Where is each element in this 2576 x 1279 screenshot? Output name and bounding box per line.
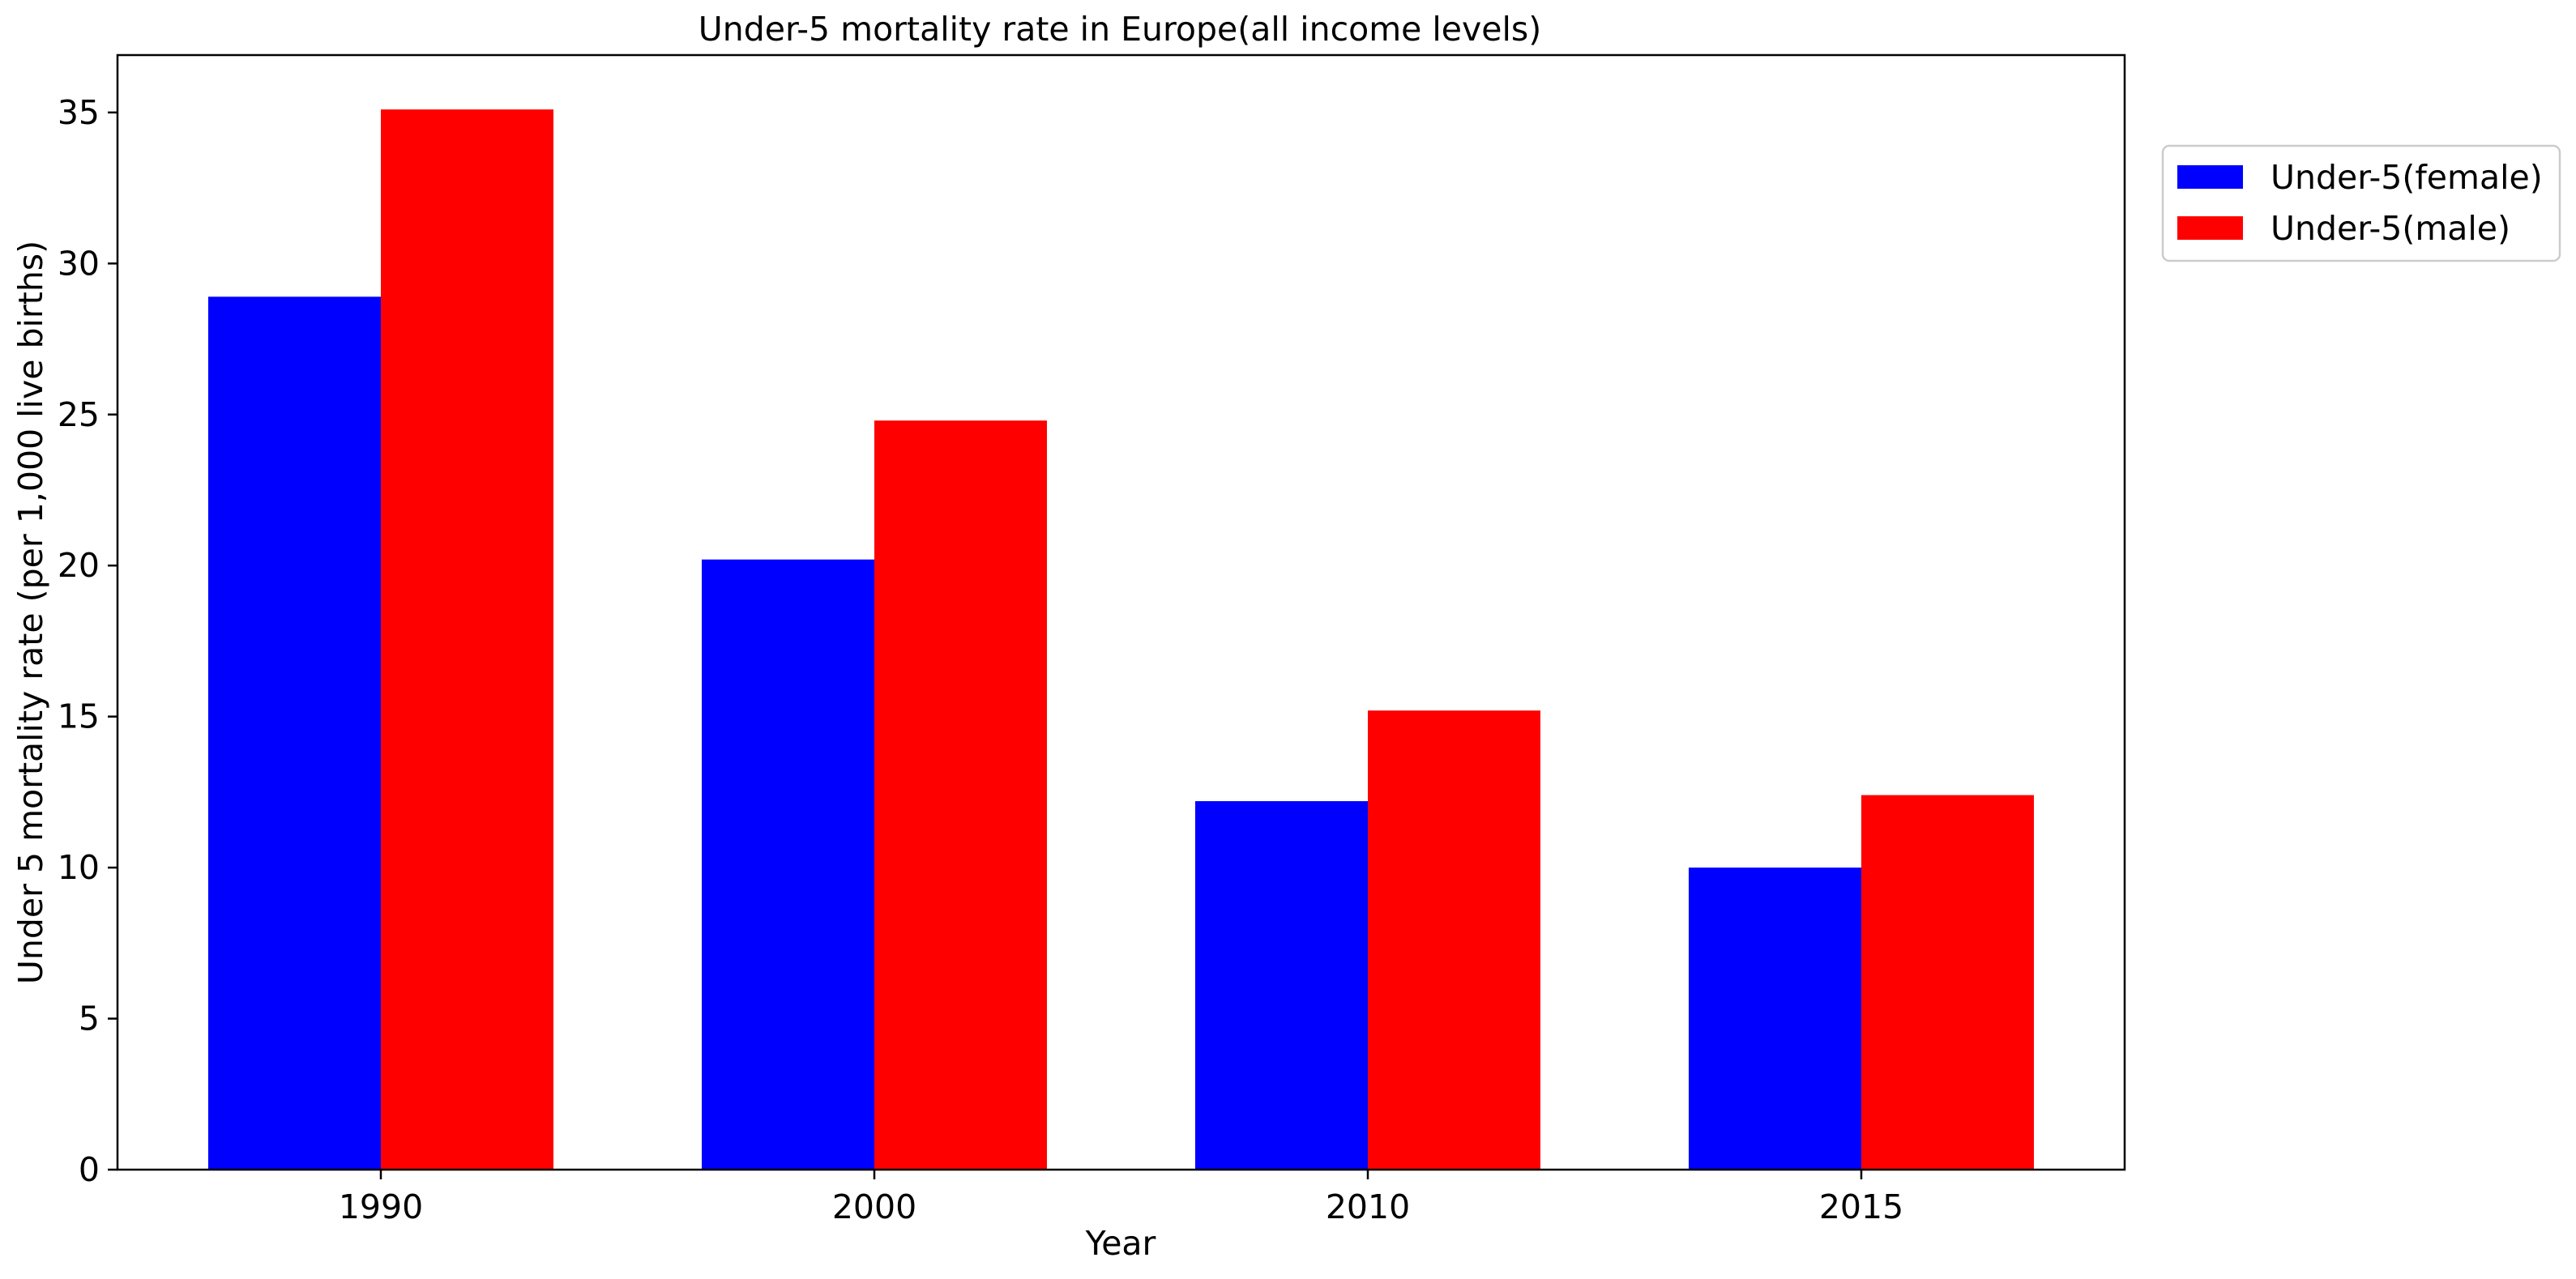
x-tick-label: 2000 xyxy=(832,1187,916,1226)
bar-male-2015 xyxy=(1861,795,2034,1170)
legend-label-female: Under-5(female) xyxy=(2271,158,2543,197)
y-axis-label: Under 5 mortality rate (per 1,000 live b… xyxy=(11,241,50,984)
bar-male-1990 xyxy=(381,109,553,1170)
legend-swatch-female xyxy=(2177,165,2243,189)
x-tick-label: 2015 xyxy=(1819,1187,1903,1226)
y-tick-label: 30 xyxy=(58,244,100,283)
y-tick-label: 35 xyxy=(58,93,100,132)
plot-frame xyxy=(116,53,2126,1171)
x-tick-label: 2010 xyxy=(1326,1187,1410,1226)
x-tick-label: 1990 xyxy=(339,1187,423,1226)
y-tick-label: 0 xyxy=(79,1150,100,1189)
x-axis-label: Year xyxy=(1085,1224,1156,1263)
y-tick-label: 5 xyxy=(79,1000,100,1038)
y-tick-label: 20 xyxy=(58,546,100,585)
bar-male-2000 xyxy=(874,420,1047,1170)
y-tick-label: 10 xyxy=(58,848,100,887)
legend: Under-5(female) Under-5(male) xyxy=(2161,144,2561,262)
chart-title: Under-5 mortality rate in Europe(all inc… xyxy=(698,10,1542,49)
legend-swatch-male xyxy=(2177,216,2243,240)
ticks-layer: 1990 2000 2010 2015 0 5 10 15 20 25 30 35 xyxy=(58,93,1903,1226)
bar-female-1990 xyxy=(208,296,381,1170)
y-tick-label: 15 xyxy=(58,697,100,736)
bar-female-2000 xyxy=(702,559,874,1170)
bar-male-2010 xyxy=(1368,710,1540,1170)
legend-label-male: Under-5(male) xyxy=(2271,209,2510,248)
legend-frame xyxy=(2161,144,2561,262)
bar-female-2010 xyxy=(1195,801,1368,1170)
y-tick-label: 25 xyxy=(58,395,100,434)
bar-female-2015 xyxy=(1689,868,1861,1170)
bars-layer xyxy=(208,109,2034,1170)
